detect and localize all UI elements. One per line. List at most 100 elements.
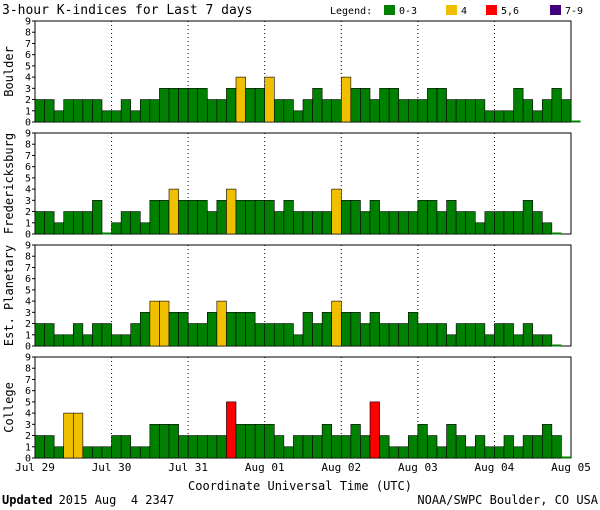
x-tick-label: Jul 30 (92, 461, 132, 474)
legend-entry-1: 4 (461, 6, 467, 17)
bar (398, 446, 409, 459)
bar (120, 334, 132, 347)
x-tick-label: Aug 05 (551, 461, 591, 474)
bar (484, 110, 495, 123)
x-tick-label: Aug 01 (245, 461, 285, 474)
bar (331, 99, 342, 123)
bar (436, 446, 447, 459)
bar (149, 300, 160, 347)
bar (159, 300, 170, 347)
y-tick-label: 9 (25, 353, 31, 364)
y-tick-label: 8 (25, 364, 31, 375)
bar (245, 88, 256, 123)
bar (82, 446, 93, 459)
bar (522, 200, 534, 235)
bar (130, 110, 141, 123)
bar (417, 424, 428, 459)
bar (321, 99, 333, 123)
bar (178, 88, 189, 123)
bar (34, 99, 45, 123)
bar (331, 188, 342, 235)
bar (494, 211, 505, 235)
bar (494, 323, 505, 347)
bar (302, 99, 313, 123)
bar (235, 312, 246, 347)
y-tick-label: 2 (25, 431, 31, 442)
bar (72, 323, 84, 347)
bar (111, 110, 122, 123)
bar (273, 99, 285, 123)
bar (369, 200, 380, 235)
bar (513, 334, 524, 347)
bar (446, 424, 457, 459)
bar (235, 424, 246, 459)
bar (474, 435, 486, 459)
bar (283, 99, 294, 123)
bar (254, 323, 266, 347)
bar (111, 435, 122, 459)
bar (302, 435, 313, 459)
bar (369, 99, 380, 123)
bar (321, 211, 333, 235)
bar (522, 99, 534, 123)
bar (350, 312, 361, 347)
y-tick-label: 7 (25, 39, 31, 50)
y-tick-label: 2 (25, 95, 31, 106)
bar (427, 200, 438, 235)
bar (455, 435, 467, 459)
y-tick-label: 6 (25, 274, 31, 285)
bar (187, 323, 199, 347)
bar (264, 424, 275, 459)
bar (465, 211, 476, 235)
bar (245, 312, 256, 347)
bar (407, 99, 419, 123)
y-tick-label: 6 (25, 386, 31, 397)
x-tick-label: Jul 29 (15, 461, 55, 474)
bar (379, 211, 390, 235)
legend-entry-0: 0-3 (399, 6, 417, 17)
bar (455, 99, 467, 123)
y-tick-label: 2 (25, 207, 31, 218)
bar (216, 200, 227, 235)
bar (388, 446, 400, 459)
y-tick-label: 5 (25, 397, 31, 408)
bar (503, 110, 514, 123)
legend-swatch-2 (486, 5, 497, 15)
bar (34, 435, 45, 459)
bar (331, 435, 342, 459)
bar (379, 88, 390, 123)
legend-entry-2: 5,6 (501, 6, 519, 17)
bar (427, 435, 438, 459)
y-tick-label: 0 (25, 230, 31, 241)
bar (541, 222, 553, 235)
bar (293, 334, 304, 347)
y-tick-label: 4 (25, 73, 31, 84)
bar (92, 446, 103, 459)
bar (340, 76, 352, 123)
legend-label: Legend: (330, 6, 372, 17)
y-tick-label: 3 (25, 420, 31, 431)
bar (82, 211, 93, 235)
bar (360, 88, 371, 123)
bar (407, 211, 419, 235)
bar (293, 211, 304, 235)
y-tick-label: 4 (25, 409, 31, 420)
panel-label: Est. Planetary (2, 245, 16, 346)
bar (139, 99, 151, 123)
bar (293, 435, 304, 459)
bar (369, 312, 380, 347)
y-tick-label: 7 (25, 375, 31, 386)
bar (321, 424, 333, 459)
bar (484, 334, 495, 347)
bar (63, 334, 74, 347)
bar (168, 88, 179, 123)
bar (513, 446, 524, 459)
bar (53, 334, 65, 347)
bar (350, 424, 361, 459)
bar (388, 323, 400, 347)
bar (149, 99, 160, 123)
bar (340, 312, 352, 347)
bar (206, 99, 218, 123)
